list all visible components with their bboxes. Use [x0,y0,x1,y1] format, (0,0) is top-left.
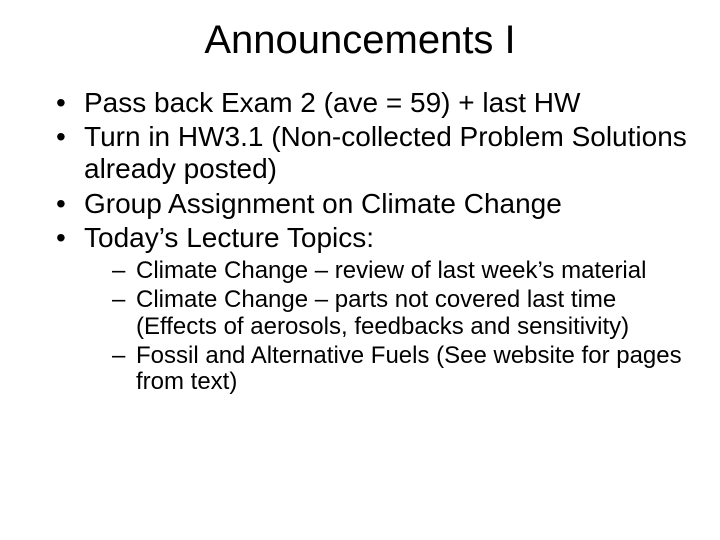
sub-bullet-text: Climate Change – parts not covered last … [136,286,629,340]
bullet-text: Group Assignment on Climate Change [84,188,562,219]
bullet-text: Today’s Lecture Topics: [84,222,374,253]
sub-bullet-text: Fossil and Alternative Fuels (See websit… [136,342,682,396]
bullet-text: Pass back Exam 2 (ave = 59) + last HW [84,87,580,118]
bullet-item: Turn in HW3.1 (Non-collected Problem Sol… [56,121,690,185]
bullet-text: Turn in HW3.1 (Non-collected Problem Sol… [84,121,687,184]
sub-bullet-list: Climate Change – review of last week’s m… [84,258,690,396]
sub-bullet-text: Climate Change – review of last week’s m… [136,257,646,284]
bullet-list: Pass back Exam 2 (ave = 59) + last HW Tu… [30,87,690,396]
slide-title: Announcements I [30,18,690,63]
bullet-item: Pass back Exam 2 (ave = 59) + last HW [56,87,690,119]
bullet-item: Group Assignment on Climate Change [56,188,690,220]
sub-bullet-item: Climate Change – review of last week’s m… [112,258,690,285]
slide: Announcements I Pass back Exam 2 (ave = … [0,0,720,540]
sub-bullet-item: Fossil and Alternative Fuels (See websit… [112,343,690,397]
sub-bullet-item: Climate Change – parts not covered last … [112,287,690,341]
bullet-item: Today’s Lecture Topics: Climate Change –… [56,222,690,397]
